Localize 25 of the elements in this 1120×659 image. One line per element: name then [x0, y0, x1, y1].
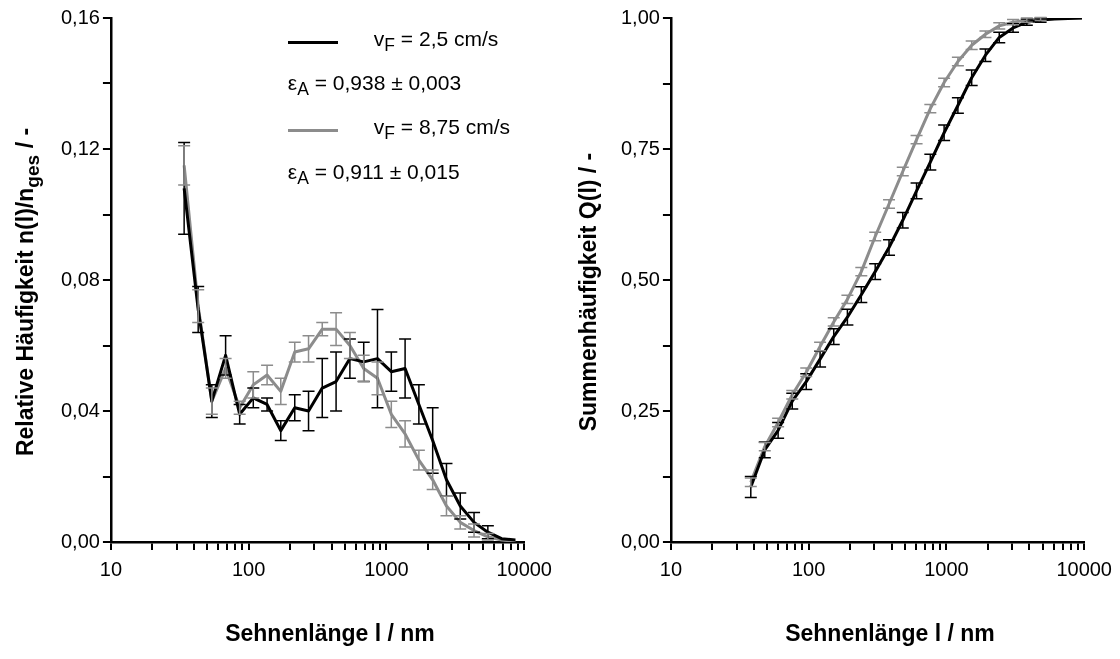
legend-label: v$_{F}$ = 2,5 cm/s	[373, 26, 499, 58]
y-tick-label: 0,25	[620, 398, 660, 421]
x-tick-label: 10000	[1056, 557, 1112, 580]
x-tick-label: 10000	[496, 557, 552, 580]
x-tick-label: 10	[99, 557, 123, 580]
legend-label: v$_{F}$ = 8,75 cm/s	[373, 114, 510, 146]
y-tick-label: 0,08	[60, 267, 100, 290]
x-tick-label: 10	[659, 557, 683, 580]
x-tick-label: 1000	[924, 557, 969, 580]
x-axis-title: Sehnenlänge l / nm	[224, 620, 436, 647]
x-tick-label: 100	[231, 557, 266, 580]
y-tick-label: 0,00	[60, 529, 100, 552]
x-axis-title: Sehnenlänge l / nm	[784, 620, 996, 647]
y-tick-label: 0,04	[60, 398, 100, 421]
y-tick-label: 0,75	[620, 136, 660, 159]
y-tick-label: 0,50	[620, 267, 660, 290]
y-tick-label: 0,16	[60, 5, 100, 28]
x-tick-label: 1000	[364, 557, 409, 580]
annotation: ε$_{A}$ = 0,938 ± 0,003	[287, 70, 463, 102]
annotation: ε$_{A}$ = 0,911 ± 0,015	[287, 158, 461, 190]
y-tick-label: 0,12	[60, 136, 100, 159]
y-axis-title: Summenhäufigkeit Q(l) / -	[574, 152, 602, 432]
x-tick-label: 100	[791, 557, 826, 580]
y-tick-label: 0,00	[620, 529, 660, 552]
y-tick-label: 1,00	[620, 5, 660, 28]
